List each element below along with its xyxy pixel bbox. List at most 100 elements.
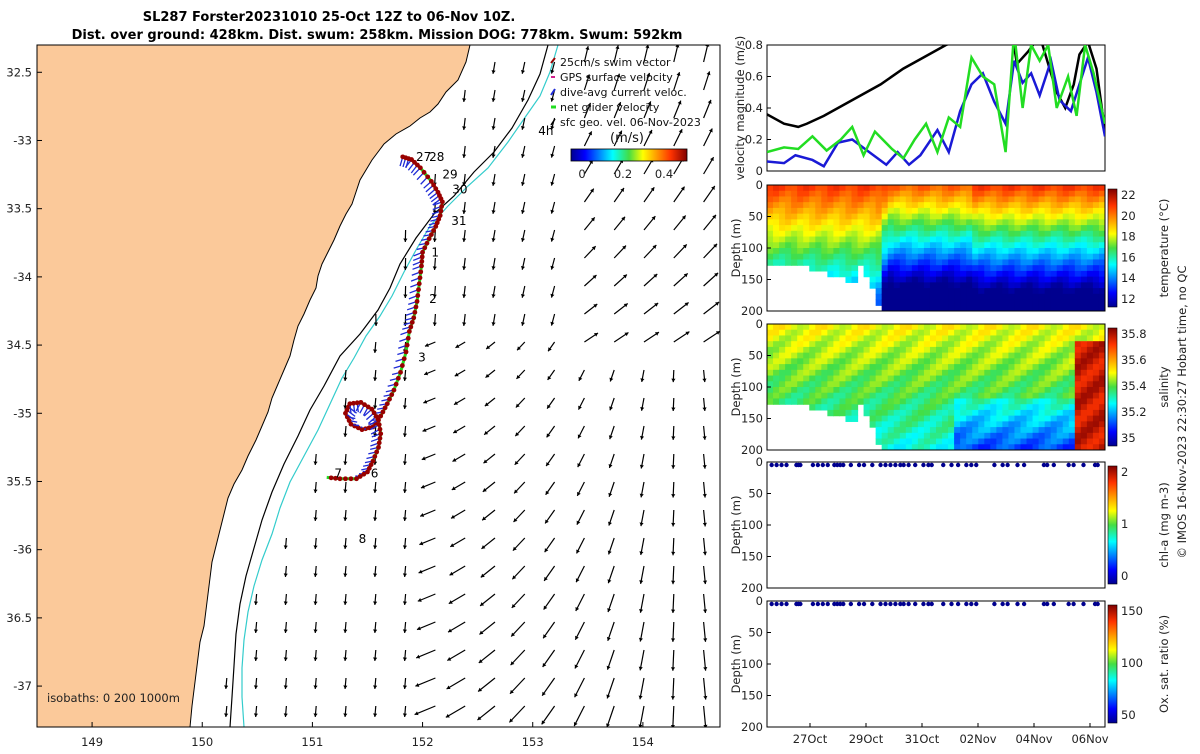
salinity-cell [990,387,997,393]
temperature-cell [966,288,973,294]
temperature-cell [894,277,901,283]
salinity-cell [1063,398,1070,404]
temperature-cell [767,219,774,225]
track-point [396,376,401,381]
salinity-cell [906,421,913,427]
temperature-cell [1045,265,1052,271]
oxygen-ytick-label: 100 [741,657,763,671]
salinity-cell [1045,421,1052,427]
salinity-cell [864,387,871,393]
temperature-cell [858,214,865,220]
salinity-cell [978,330,985,336]
temperature-cell [1045,185,1052,191]
salinity-cell [882,387,889,393]
temperature-cell [912,214,919,220]
temperature-cell [1039,254,1046,260]
salinity-cell [767,393,774,399]
temperature-cell [1093,225,1100,231]
temperature-cell [1063,254,1070,260]
temperature-cell [924,237,931,243]
salinity-cell [906,416,913,422]
salinity-cell [1075,347,1082,353]
salinity-cell [924,341,931,347]
temperature-cell [1063,208,1070,214]
temperature-cell [809,202,816,208]
temperature-cell [858,208,865,214]
temperature-cell [864,231,871,237]
temperature-cell [815,196,822,202]
temperature-cell [930,237,937,243]
salinity-cell [1045,347,1052,353]
salinity-cell [900,341,907,347]
salinity-cell [833,381,840,387]
salinity-cell [894,421,901,427]
temperature-cell [948,185,955,191]
temperature-cell [785,191,792,197]
temperature-cell [942,259,949,265]
chlorophyll-sample-dot [862,463,866,467]
temperature-cell [888,254,895,260]
temperature-cell [1075,254,1082,260]
salinity-cell [906,433,913,439]
salinity-cell [1075,370,1082,376]
salinity-cell [960,416,967,422]
temperature-cell [924,202,931,208]
temperature-cell [888,208,895,214]
temperature-cell [942,237,949,243]
map-colorbar-tick-1: 0.2 [614,167,632,181]
temperature-cell [767,196,774,202]
salinity-cell [1039,433,1046,439]
temperature-ytick-label: 0 [756,178,763,192]
track-point [425,241,430,246]
temperature-cell [845,277,852,283]
salinity-cell [924,427,931,433]
temperature-cell [900,265,907,271]
temperature-cell [960,294,967,300]
oxygen-sample-dot [969,602,973,606]
track-point [383,405,388,410]
salinity-cell [870,364,877,370]
salinity-cell [785,370,792,376]
temperature-cell [972,300,979,306]
temperature-cell [900,214,907,220]
temperature-cell [1014,202,1021,208]
temperature-cell [978,282,985,288]
salinity-cell [839,358,846,364]
temperature-cell [876,231,883,237]
salinity-cell [990,381,997,387]
salinity-cell [882,433,889,439]
salinity-cell [876,421,883,427]
temperature-cell [1033,254,1040,260]
temperature-cell [858,231,865,237]
track-point [405,343,410,348]
temperature-cell [845,231,852,237]
salinity-cell [858,370,865,376]
oxygen-sample-dot [816,602,820,606]
salinity-cell [779,387,786,393]
temperature-cell [924,208,931,214]
temperature-cell [936,219,943,225]
temperature-cell [1057,271,1064,277]
temperature-cell [900,271,907,277]
temperature-cell [954,265,961,271]
salinity-cell [1069,398,1076,404]
temperature-cell [1008,288,1015,294]
chlorophyll-sample-dot [857,463,861,467]
salinity-cell [930,358,937,364]
temperature-cell [954,277,961,283]
temperature-cell [936,271,943,277]
temperature-ytick-label: 150 [741,273,763,287]
temperature-cell [1075,265,1082,271]
temperature-cell [990,214,997,220]
salinity-cell [1069,324,1076,330]
map-colorbar-label: (m/s) [610,131,644,146]
salinity-cell [966,376,973,382]
temperature-cell [912,259,919,265]
oxygen-sample-dot [1022,602,1026,606]
salinity-cell [1081,398,1088,404]
temperature-cell [1057,196,1064,202]
temperature-cell [1014,219,1021,225]
salinity-cell [1014,353,1021,359]
salinity-cell [906,404,913,410]
salinity-cell [936,335,943,341]
